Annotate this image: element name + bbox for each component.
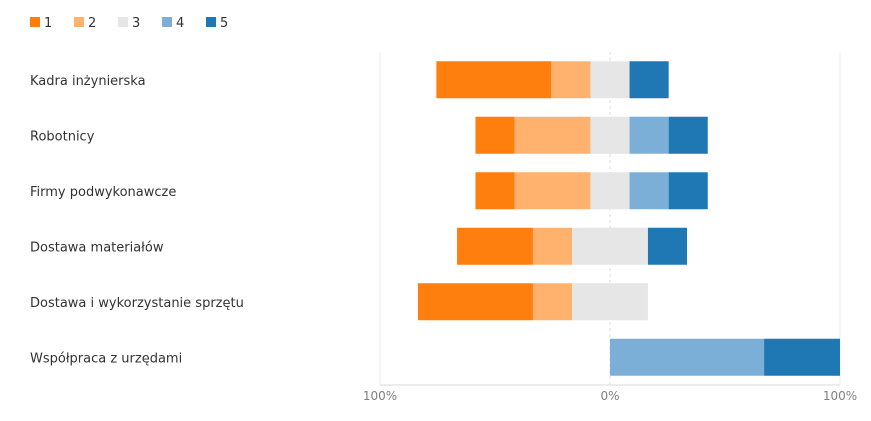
- legend-swatch-2: [74, 17, 84, 27]
- legend-label-2: 2: [88, 16, 96, 31]
- bar-segment-4: [610, 338, 765, 376]
- legend-label-1: 1: [44, 16, 52, 31]
- category-label: Robotnicy: [30, 129, 95, 144]
- category-label: Firmy podwykonawcze: [30, 185, 176, 200]
- bar-segment-1: [457, 227, 533, 265]
- bar-segment-1: [475, 116, 515, 154]
- bar-segment-5: [764, 338, 840, 376]
- bar-segment-5: [647, 227, 688, 265]
- bar-segment-3: [590, 61, 630, 99]
- bar-segment-2: [514, 172, 591, 210]
- bar-segment-2: [532, 283, 573, 321]
- bar-segment-3: [590, 172, 630, 210]
- legend-swatch-3: [118, 17, 128, 27]
- bar-segment-5: [629, 61, 669, 99]
- x-tick-label: 100%: [363, 389, 397, 403]
- bar-segment-1: [475, 172, 515, 210]
- bar-segment-1: [436, 61, 552, 99]
- x-tick-label: 100%: [823, 389, 857, 403]
- legend-label-4: 4: [176, 16, 184, 31]
- bar-segment-2: [514, 116, 591, 154]
- x-tick-label: 0%: [600, 389, 619, 403]
- category-label: Dostawa materiałów: [30, 240, 164, 255]
- bar-segment-1: [417, 283, 533, 321]
- bar-segment-2: [532, 227, 573, 265]
- legend-label-3: 3: [132, 16, 140, 31]
- bar-segment-3: [590, 116, 630, 154]
- category-label: Kadra inżynierska: [30, 74, 146, 89]
- bar-segment-4: [629, 116, 669, 154]
- bar-segment-5: [668, 172, 708, 210]
- bar-segment-4: [629, 172, 669, 210]
- category-label: Współpraca z urzędami: [30, 351, 182, 366]
- bar-segment-3: [572, 283, 648, 321]
- legend-label-5: 5: [220, 16, 228, 31]
- legend-swatch-4: [162, 17, 172, 27]
- legend-swatch-5: [206, 17, 216, 27]
- bar-segment-5: [668, 116, 708, 154]
- category-label: Dostawa i wykorzystanie sprzętu: [30, 296, 244, 311]
- bar-segment-3: [572, 227, 648, 265]
- bar-segment-2: [551, 61, 591, 99]
- legend-swatch-1: [30, 17, 40, 27]
